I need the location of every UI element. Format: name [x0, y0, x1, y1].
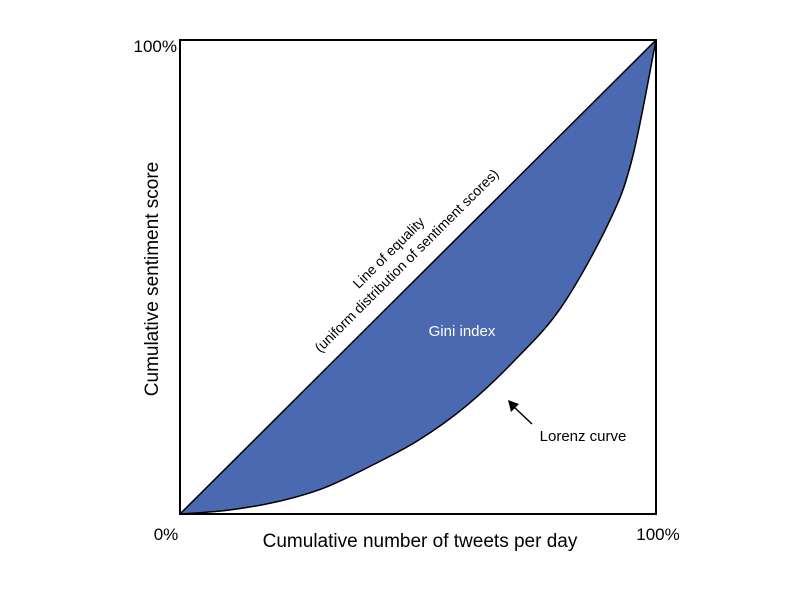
line-of-equality: [179, 39, 657, 515]
lorenz-arrow-head-icon: [508, 400, 519, 412]
x-axis-label: Cumulative number of tweets per day: [263, 531, 578, 552]
x-axis-min-tick-label: 0%: [154, 525, 179, 544]
y-axis-label: Cumulative sentiment score: [142, 162, 163, 396]
lorenz-curve-label: Lorenz curve: [540, 428, 627, 445]
plot-frame: [179, 39, 657, 515]
y-axis-max-tick-label: 100%: [134, 37, 177, 56]
x-axis-max-tick-label: 100%: [636, 525, 679, 544]
lorenz-curve-line: [179, 39, 657, 515]
gini-index-label: Gini index: [429, 323, 496, 340]
lorenz-arrow-line: [513, 406, 533, 425]
